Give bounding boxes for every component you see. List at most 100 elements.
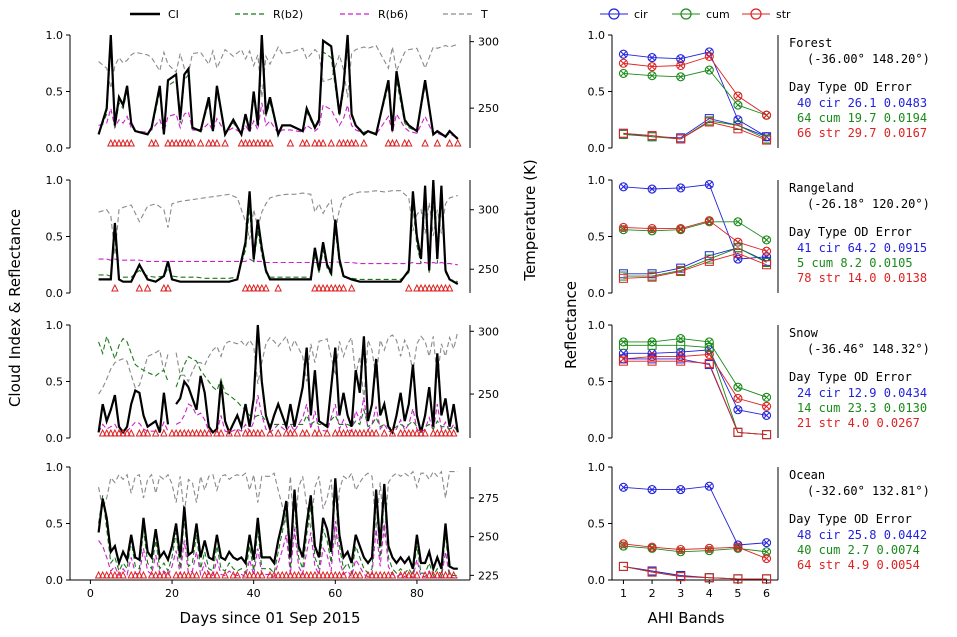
reflectance-marker-circle (733, 254, 743, 264)
event-marker (311, 283, 319, 292)
event-marker (315, 283, 323, 292)
event-marker (441, 283, 450, 292)
reflectance-marker-cross (705, 217, 713, 225)
reflectance-line-cir (623, 485, 767, 546)
event-marker (119, 428, 127, 437)
event-marker (213, 428, 221, 437)
event-marker (258, 283, 266, 292)
event-marker (286, 138, 295, 147)
y-tick-label: 0.0 (588, 142, 606, 155)
event-marker (311, 138, 319, 147)
reflectance-line-cir (623, 349, 767, 416)
event-marker (449, 570, 458, 579)
reflectance-marker-circle (618, 68, 628, 78)
event-marker (315, 138, 323, 147)
event-marker (445, 283, 454, 292)
event-marker (204, 570, 213, 579)
event-marker (421, 570, 429, 579)
reflectance-marker-circle (647, 62, 657, 72)
temp-tick-label: 225 (478, 569, 499, 582)
event-marker (331, 283, 340, 292)
y-tick-label: 0.0 (46, 287, 64, 300)
event-marker (107, 138, 115, 147)
event-marker (360, 428, 368, 437)
event-marker (258, 138, 266, 147)
event-marker (404, 570, 413, 579)
x-tick-label: 0 (87, 587, 94, 600)
event-marker (384, 138, 393, 147)
event-marker (437, 283, 446, 292)
table-row-cir: 24 cir 12.9 0.0434 (797, 386, 927, 400)
reflectance-marker-circle (733, 405, 743, 415)
event-marker (372, 428, 380, 437)
event-marker (192, 428, 201, 437)
reflectance-marker-circle (733, 393, 743, 404)
y-tick-label: 1.0 (588, 319, 606, 332)
event-marker (421, 138, 429, 147)
reflectance-marker-square (676, 267, 686, 277)
reflectance-line-cir (623, 51, 767, 138)
event-marker (245, 138, 254, 147)
event-marker (437, 570, 446, 579)
reflectance-marker-circle (762, 538, 772, 548)
event-marker (290, 428, 299, 437)
event-marker (102, 570, 111, 579)
reflectance-marker-cross (620, 50, 627, 58)
reflectance-marker-square (647, 131, 657, 141)
reflectance-marker-square (647, 356, 657, 366)
reflectance-marker-circle (733, 100, 743, 110)
site-name: Rangeland (789, 181, 854, 195)
event-marker (429, 283, 438, 292)
y-tick-label: 0.0 (46, 574, 64, 587)
legend-label: R(b2) (273, 8, 303, 21)
legend-marker-cir (608, 8, 620, 20)
event-marker (388, 138, 397, 147)
event-marker (274, 283, 282, 292)
event-marker (404, 138, 413, 147)
event-marker (123, 138, 131, 147)
y-tick-label: 0.5 (588, 518, 606, 531)
reflectance-line-cum-low (623, 120, 767, 140)
reflectance-marker-square (762, 430, 772, 440)
reflectance-marker-circle (704, 51, 714, 62)
y-tick-label: 0.0 (46, 432, 64, 445)
event-marker (421, 428, 429, 437)
legend-label: cir (634, 8, 648, 21)
reflectance-marker-cross (677, 335, 685, 342)
event-marker (131, 570, 140, 579)
site-coordinates: (-36.00° 148.20°) (807, 52, 930, 66)
event-marker (307, 570, 315, 579)
event-marker (221, 138, 229, 147)
reflectance-marker-circle (618, 58, 628, 68)
event-marker (176, 428, 185, 437)
panel-snow: 0.0 0.5 1.0 250 300 (46, 319, 500, 445)
left-x-axis-label: Days since 01 Sep 2015 (179, 609, 360, 627)
reflectance-marker-circle (647, 224, 657, 234)
event-marker (151, 138, 160, 147)
reflectance-marker-cross (648, 63, 656, 70)
table-row-cir: 40 cir 26.1 0.0483 (797, 96, 927, 110)
event-marker (160, 428, 168, 437)
event-marker (400, 138, 409, 147)
event-marker (339, 428, 348, 437)
reflectance-marker-cross (620, 183, 627, 191)
x-tick-label: 5 (734, 587, 741, 600)
event-marker (286, 428, 295, 437)
event-marker (396, 570, 405, 579)
event-marker (298, 138, 307, 147)
series-rb6 (98, 521, 458, 579)
y-tick-label: 0.0 (588, 432, 606, 445)
event-marker (302, 570, 311, 579)
event-marker (258, 570, 266, 579)
table-header: Day Type OD Error (789, 225, 912, 239)
reflectance-marker-square (676, 340, 686, 350)
event-marker (127, 138, 136, 147)
event-marker (413, 283, 421, 292)
event-marker (107, 570, 115, 579)
event-marker (143, 428, 152, 437)
event-marker (302, 428, 311, 437)
y-tick-label: 0.5 (588, 231, 606, 244)
reflectance-marker-circle (618, 222, 628, 233)
event-marker (253, 283, 262, 292)
event-marker (196, 428, 205, 437)
